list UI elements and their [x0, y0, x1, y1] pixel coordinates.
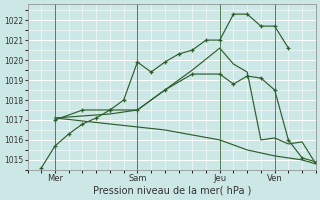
X-axis label: Pression niveau de la mer( hPa ): Pression niveau de la mer( hPa )	[92, 186, 251, 196]
